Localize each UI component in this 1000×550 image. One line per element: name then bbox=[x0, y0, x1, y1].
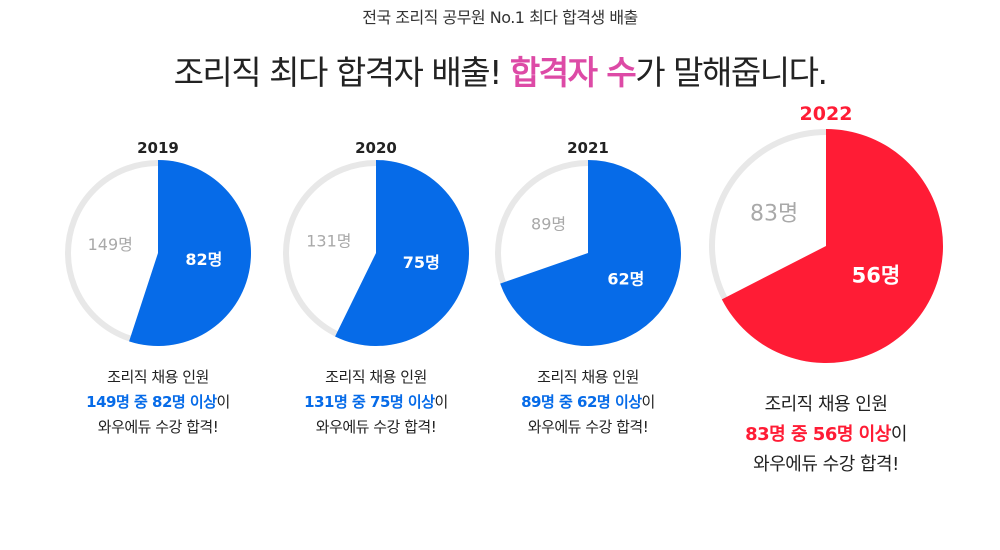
year-label: 2019 bbox=[137, 139, 179, 157]
total-count-label: 89명 bbox=[531, 214, 566, 233]
caption-accent: 83명 중 56명 이상 bbox=[745, 424, 891, 445]
caption-line-2: 149명 중 82명 이상이 bbox=[38, 390, 278, 415]
caption-line-3: 와우에듀 수강 합격! bbox=[753, 454, 899, 475]
passed-count-label: 75명 bbox=[403, 253, 440, 272]
pie-chart-2021: 2021 89명 62명 bbox=[495, 139, 681, 346]
year-label: 2022 bbox=[800, 103, 853, 125]
pie-chart-2020: 2020 131명 75명 bbox=[283, 139, 469, 346]
pie-slice-passed bbox=[721, 129, 944, 363]
caption-line-2: 83명 중 56명 이상이 bbox=[706, 420, 946, 450]
caption-line-1: 조리직 채용 인원 bbox=[764, 394, 888, 415]
caption-accent: 131명 중 75명 이상 bbox=[304, 393, 435, 411]
caption-suffix: 이 bbox=[216, 393, 231, 411]
headline-highlight: 합격자 수 bbox=[509, 53, 637, 92]
pie-chart-2022: 2022 83명 56명 bbox=[709, 103, 944, 363]
caption-line-2: 131명 중 75명 이상이 bbox=[256, 390, 496, 415]
passed-count-label: 62명 bbox=[607, 269, 644, 288]
pie-slice-passed bbox=[335, 160, 469, 346]
headline-part2: 가 말해줍니다. bbox=[635, 53, 828, 92]
pie-slice-passed bbox=[500, 160, 681, 346]
caption-line-1: 조리직 채용 인원 bbox=[537, 368, 639, 386]
caption-accent: 149명 중 82명 이상 bbox=[86, 393, 217, 411]
passed-count-label: 56명 bbox=[852, 264, 901, 288]
year-label: 2020 bbox=[355, 139, 397, 157]
caption-line-1: 조리직 채용 인원 bbox=[107, 368, 209, 386]
caption-line-3: 와우에듀 수강 합격! bbox=[315, 418, 437, 436]
caption-suffix: 이 bbox=[434, 393, 449, 411]
passed-count-label: 82명 bbox=[185, 250, 222, 269]
headline-part1: 조리직 최다 합격자 배출! bbox=[173, 53, 510, 92]
headline: 조리직 최다 합격자 배출! 합격자 수가 말해줍니다. bbox=[0, 46, 1000, 94]
caption-line-2: 89명 중 62명 이상이 bbox=[468, 390, 708, 415]
caption-suffix: 이 bbox=[890, 424, 908, 445]
pie-slice-passed bbox=[129, 160, 252, 346]
total-count-label: 131명 bbox=[306, 232, 351, 251]
caption-line-1: 조리직 채용 인원 bbox=[325, 368, 427, 386]
top-subtitle: 전국 조리직 공무원 No.1 최다 합격생 배출 bbox=[362, 8, 638, 27]
total-count-label: 149명 bbox=[88, 235, 133, 254]
caption-suffix: 이 bbox=[641, 393, 656, 411]
caption-accent: 89명 중 62명 이상 bbox=[521, 393, 642, 411]
total-count-label: 83명 bbox=[750, 201, 798, 226]
pie-chart-2019: 2019 149명 82명 bbox=[65, 139, 252, 346]
caption-line-3: 와우에듀 수강 합격! bbox=[527, 418, 649, 436]
caption-line-3: 와우에듀 수강 합격! bbox=[97, 418, 219, 436]
year-label: 2021 bbox=[567, 139, 609, 157]
